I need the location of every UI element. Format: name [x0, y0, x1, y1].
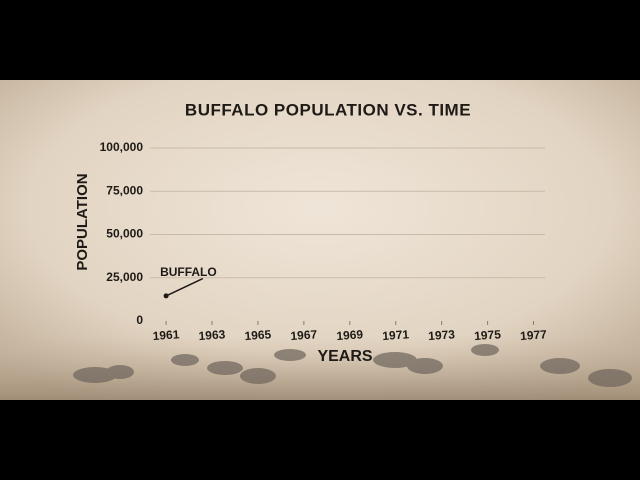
- field: [0, 335, 640, 400]
- y-axis-label: POPULATION: [74, 173, 91, 270]
- series-label: BUFFALO: [160, 265, 217, 279]
- x-axis-label: YEARS: [317, 348, 372, 365]
- y-tick-label: 100,000: [100, 140, 144, 154]
- herd: [73, 344, 632, 387]
- x-tick-label: 1967: [290, 327, 318, 343]
- point: [163, 293, 169, 299]
- x-tick-label: 1961: [152, 327, 180, 343]
- x-tick-label: 1977: [520, 327, 548, 343]
- x-tick-label: 1971: [382, 327, 410, 343]
- x-tick-label: 1963: [198, 327, 226, 343]
- chart-title: BUFFALO POPULATION VS. TIME: [185, 100, 471, 119]
- y-tick-label: 75,000: [106, 183, 143, 197]
- y-tick-label: 50,000: [106, 227, 143, 241]
- x-tick-label: 1965: [244, 327, 272, 343]
- y-tick-label: 25,000: [106, 270, 143, 284]
- x-tick-label: 1975: [474, 327, 502, 343]
- series-line: [165, 277, 204, 297]
- x-tick-label: 1973: [428, 327, 456, 343]
- x-tick-label: 1969: [336, 327, 364, 343]
- y-tick-label: 0: [136, 313, 143, 327]
